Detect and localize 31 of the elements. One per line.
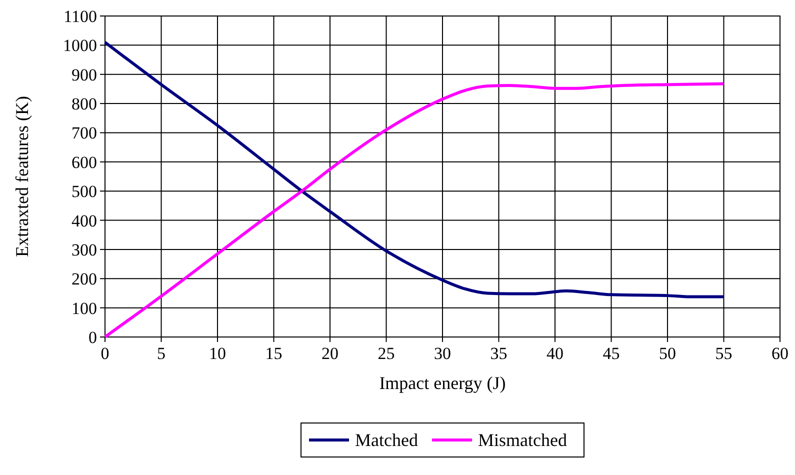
x-tick-label: 35 [490, 344, 508, 363]
y-tick-label: 600 [72, 152, 97, 172]
x-tick-label: 10 [209, 344, 226, 363]
legend-label: Matched [355, 430, 418, 450]
y-tick-label: 300 [72, 240, 97, 260]
legend-label: Mismatched [478, 430, 567, 450]
x-tick-label: 15 [265, 344, 282, 363]
line-series [104, 82, 726, 338]
x-tick-label: 40 [546, 344, 564, 363]
x-tick-label: 30 [434, 344, 451, 363]
y-axis-title: Extraxted features (K) [12, 96, 32, 257]
x-tick-label: 0 [100, 344, 110, 363]
y-tick-label: 1100 [64, 7, 97, 26]
y-tick-label: 400 [72, 211, 97, 230]
x-tick-label: 5 [157, 344, 166, 363]
x-tick-label: 50 [659, 344, 676, 363]
y-tick-label: 500 [72, 182, 97, 202]
x-tick-label: 45 [602, 344, 620, 363]
y-tick-label: 100 [72, 298, 97, 318]
x-tick-label: 20 [322, 344, 338, 363]
y-tick-label: 800 [72, 94, 97, 114]
y-tick-label: 0 [88, 328, 97, 347]
x-tick-label: 55 [715, 344, 732, 363]
x-tick-label: 60 [772, 344, 788, 363]
y-tick-label: 700 [72, 124, 97, 143]
line-series [104, 40, 726, 298]
x-axis-title: Impact energy (J) [379, 373, 506, 393]
y-tick-label: 1000 [63, 36, 97, 56]
y-tick-label: 200 [72, 270, 97, 289]
x-tick-label: 25 [378, 344, 395, 363]
y-tick-label: 900 [72, 65, 97, 84]
